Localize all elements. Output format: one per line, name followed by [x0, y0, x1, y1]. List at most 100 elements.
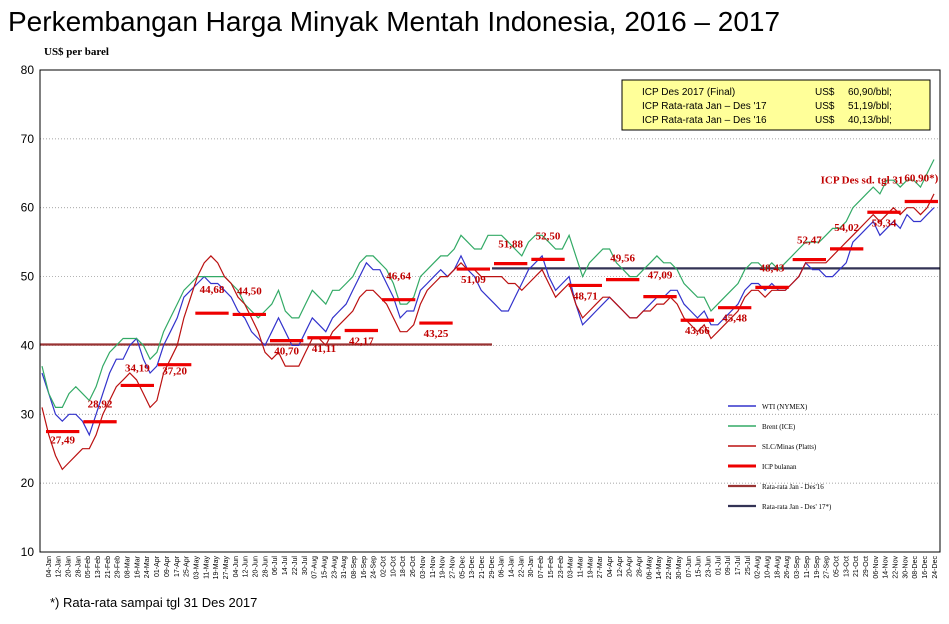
icp-data-label: 40,70 — [274, 346, 299, 358]
x-tick-label: 30-May — [676, 556, 683, 580]
x-tick-label: 01-Jul — [715, 556, 722, 576]
x-tick-label: 23-Jun — [705, 556, 712, 578]
icp-data-label: 44,68 — [200, 284, 225, 296]
x-tick-label: 03-Nov — [420, 556, 427, 579]
x-tick-label: 10-Oct — [390, 556, 397, 577]
x-tick-label: 05-Feb — [85, 556, 92, 578]
legend: WTI (NYMEX) Brent (ICE) SLC/Minas (Platts)… — [728, 403, 832, 511]
x-tick-label: 15-Jun — [696, 556, 703, 578]
x-tick-label: 13-Dec — [469, 556, 476, 579]
icp-data-label: 46,64 — [386, 271, 411, 283]
icp-data-label: 59,34 — [872, 217, 897, 229]
x-tick-label: 26-Oct — [410, 556, 417, 577]
x-tick-label: 29-Dec — [489, 556, 496, 579]
x-tick-label: 06-Nov — [873, 556, 880, 579]
x-tick-label: 24-Sep — [371, 556, 378, 579]
x-tick-label: 30-Jul — [302, 556, 309, 576]
x-tick-label: 06-Jan — [499, 556, 506, 578]
x-tick-label: 17-Jul — [735, 556, 742, 576]
info-box-frame — [621, 79, 931, 131]
icp-data-label: 54,02 — [834, 222, 859, 234]
x-tick-label: 01-Apr — [154, 555, 161, 577]
x-tick-label: 08-Mar — [125, 555, 132, 578]
x-tick-label: 27-Nov — [449, 556, 456, 579]
info-box-currency: US$ — [815, 115, 835, 126]
x-tick-label: 27-May — [223, 556, 230, 580]
icp-annotation: ICP Des sd. tgl 31 — [821, 175, 904, 187]
x-tick-label: 18-Oct — [400, 556, 407, 577]
x-tick-label: 20-Jan — [65, 556, 72, 578]
x-tick-label: 10-Aug — [765, 556, 772, 579]
icp-data-label: 45,48 — [722, 313, 747, 325]
info-box-label: ICP Des 2017 (Final) — [642, 87, 735, 98]
icp-data-label: 37,20 — [162, 366, 187, 378]
x-tick-label: 22-Jan — [518, 556, 525, 578]
icp-data-label: 49,56 — [610, 253, 635, 265]
x-tick-label: 25-Jul — [745, 556, 752, 576]
x-tick-label: 11-May — [203, 556, 210, 579]
x-tick-label: 16-Mar — [134, 555, 141, 578]
x-tick-label: 19-May — [213, 556, 220, 580]
x-tick-label: 05-Oct — [833, 556, 840, 577]
x-tick-label: 27-Mar — [597, 555, 604, 578]
info-box-currency: US$ — [815, 87, 835, 98]
y-axis-unit-label: US$ per barel — [44, 46, 109, 58]
icp-data-label: 47,09 — [648, 270, 673, 282]
y-tick-label: 60 — [21, 201, 35, 215]
icp-data-label: 27,49 — [50, 435, 75, 447]
x-tick-label: 14-Jul — [282, 556, 289, 576]
x-tick-label: 06-May — [646, 556, 653, 580]
info-box-value: 60,90/bbl; — [848, 87, 892, 98]
x-tick-label: 19-Nov — [440, 556, 447, 579]
x-tick-label: 05-Dec — [459, 556, 466, 579]
x-tick-label: 20-Jun — [253, 556, 260, 578]
x-axis-ticks: 04-Jan 12-Jan 20-Jan 28-Jan 05-Feb 13-Feb 21-F… — [46, 555, 939, 579]
x-tick-label: 22-Jul — [292, 556, 299, 576]
y-tick-label: 30 — [21, 407, 35, 421]
y-tick-label: 10 — [21, 545, 35, 559]
x-tick-label: 09-Apr — [164, 555, 171, 577]
price-series — [41, 159, 935, 471]
gridlines — [40, 138, 940, 484]
x-tick-label: 16-Dec — [922, 556, 929, 579]
x-tick-label: 22-May — [666, 556, 673, 580]
info-box-label: ICP Rata-rata Jan – Des '17 — [642, 101, 767, 112]
info-box-value: 40,13/bbl; — [848, 115, 892, 126]
x-tick-label: 28-Jan — [75, 556, 82, 578]
x-tick-label: 24-Mar — [144, 555, 151, 578]
x-tick-label: 30-Nov — [902, 556, 909, 579]
legend-label: ICP bulanan — [762, 463, 797, 471]
icp-data-label: 48,71 — [573, 290, 598, 302]
legend-label: SLC/Minas (Platts) — [762, 443, 817, 451]
x-tick-label: 30-Jan — [528, 556, 535, 578]
x-tick-label: 28-Jun — [262, 556, 269, 578]
series-line — [41, 159, 935, 408]
icp-data-label: 48,43 — [760, 262, 785, 274]
x-tick-label: 19-Mar — [587, 555, 594, 578]
icp-data-label: 52,50 — [536, 230, 561, 242]
x-tick-label: 14-Jan — [509, 556, 516, 578]
plot-frame — [39, 69, 941, 553]
x-tick-label: 07-Jun — [686, 556, 693, 578]
x-tick-label: 18-Aug — [774, 556, 781, 579]
x-tick-label: 09-Jul — [725, 556, 732, 576]
x-tick-label: 06-Jul — [272, 556, 279, 576]
x-tick-label: 02-Oct — [381, 556, 388, 577]
info-box: ICP Des 2017 (Final) US$ 60,90/bbl; ICP Rat… — [621, 79, 931, 131]
x-tick-label: 14-May — [656, 556, 663, 580]
x-tick-label: 22-Nov — [893, 556, 900, 579]
icp-data-label: 43,25 — [424, 328, 449, 340]
x-tick-label: 04-Jun — [233, 556, 240, 578]
info-box-value: 51,19/bbl; — [848, 101, 892, 112]
x-tick-label: 31-Aug — [341, 556, 348, 579]
icp-data-label: 52,47 — [797, 235, 822, 247]
chart-title: Perkembangan Harga Minyak Mentah Indones… — [8, 6, 781, 37]
info-box-currency: US$ — [815, 101, 835, 112]
y-tick-label: 50 — [21, 270, 35, 284]
icp-monthly-bars — [46, 199, 938, 434]
x-tick-label: 24-Dec — [932, 556, 939, 579]
x-tick-label: 02-Aug — [755, 556, 762, 579]
x-tick-label: 13-Oct — [843, 556, 850, 577]
x-tick-label: 12-Jun — [243, 556, 250, 578]
